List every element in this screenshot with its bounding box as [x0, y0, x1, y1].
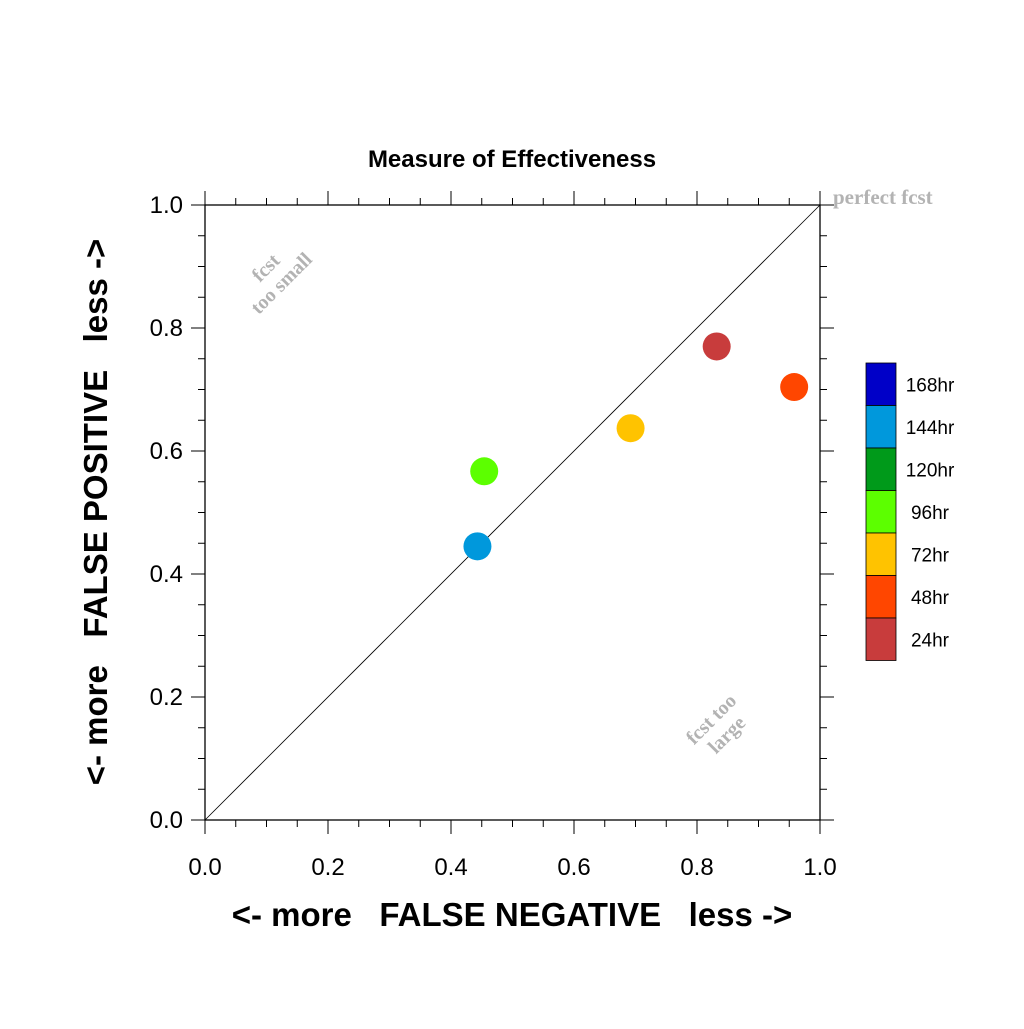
data-point-96hr [470, 457, 499, 486]
y-tick-label: 0.2 [150, 684, 183, 711]
chart-title: Measure of Effectiveness [368, 146, 656, 173]
data-point-144hr [463, 532, 492, 561]
legend: 168hr 144hr 120hr 96hr 72hr 48hr 24hr [865, 362, 955, 661]
legend-label-48hr: 48hr [911, 588, 950, 609]
x-axis-label: <- more FALSE NEGATIVE less -> [232, 896, 793, 933]
x-tick-label: 0.6 [557, 854, 590, 881]
legend-label-96hr: 96hr [911, 503, 950, 524]
perfect-fcst-annotation: perfect fcst [833, 185, 933, 209]
data-point-24hr [702, 332, 731, 361]
y-tick-label: 1.0 [150, 192, 183, 219]
x-tick-label: 1.0 [803, 854, 836, 881]
y-axis-label: <- more FALSE POSITIVE less -> [77, 239, 114, 786]
x-tick-label: 0.4 [434, 854, 467, 881]
legend-swatch-168hr [865, 362, 897, 406]
legend-swatch-72hr [865, 532, 897, 576]
y-tick-label: 0.8 [150, 315, 183, 342]
legend-label-24hr: 24hr [911, 630, 950, 651]
legend-label-120hr: 120hr [906, 460, 955, 481]
y-tick-label: 0.4 [150, 561, 183, 588]
legend-swatch-96hr [865, 490, 897, 534]
legend-swatch-120hr [865, 447, 897, 491]
legend-swatch-144hr [865, 405, 897, 449]
x-tick-label: 0.8 [680, 854, 713, 881]
legend-label-72hr: 72hr [911, 545, 950, 566]
legend-swatch-24hr [865, 617, 897, 661]
data-point-72hr [616, 414, 645, 443]
data-point-48hr [780, 373, 809, 402]
y-tick-label: 0.0 [150, 807, 183, 834]
too-small-annotation-line2: too small [247, 248, 317, 318]
legend-swatch-48hr [865, 575, 897, 619]
legend-label-168hr: 168hr [906, 375, 955, 396]
data-points [463, 332, 809, 561]
y-tick-label: 0.6 [150, 438, 183, 465]
legend-label-144hr: 144hr [906, 418, 955, 439]
diagonal-reference-line [204, 204, 821, 821]
x-tick-label: 0.2 [311, 854, 344, 881]
x-tick-label: 0.0 [188, 854, 221, 881]
plot-axes: 0.0 0.2 0.4 0.6 0.8 1.0 0.0 0.2 0.4 0.6 0.8 1.0 [150, 191, 837, 881]
